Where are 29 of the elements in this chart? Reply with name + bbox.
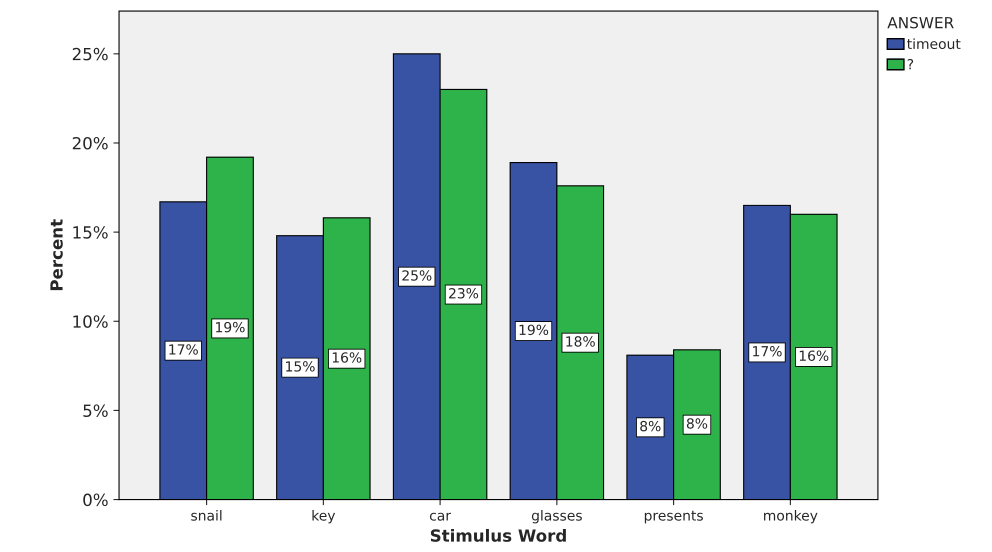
data-label: 8% — [640, 420, 661, 432]
x-tick-label: presents — [644, 510, 703, 524]
y-tick-label: 10% — [73, 315, 108, 328]
data-label: 19% — [216, 322, 245, 332]
y-tick-label: 20% — [72, 136, 108, 150]
legend-label: ? — [908, 58, 914, 70]
data-label: 17% — [753, 346, 782, 356]
data-label: 25% — [402, 270, 432, 281]
x-tick-label: snail — [191, 510, 222, 521]
data-label: 23% — [449, 288, 478, 299]
data-label: 16% — [800, 350, 828, 361]
x-tick-label: monkey — [764, 510, 818, 524]
y-tick-label: 15% — [73, 226, 108, 239]
data-label: 18% — [566, 336, 595, 347]
x-tick-label: glasses — [532, 510, 582, 524]
x-tick-label: key — [312, 510, 336, 524]
legend-title: ANSWER — [887, 16, 954, 28]
y-tick-label: 0% — [83, 494, 108, 506]
data-label: 15% — [286, 361, 315, 372]
data-label: 16% — [332, 352, 362, 363]
y-tick-label: 5% — [83, 404, 108, 417]
y-tick-label: 25% — [72, 48, 108, 60]
legend-label: timeout — [907, 38, 961, 50]
data-label: 8% — [686, 418, 708, 429]
y-axis-title: Percent — [50, 219, 63, 290]
x-axis-title: Stimulus Word — [430, 528, 566, 542]
data-label: 17% — [169, 344, 198, 355]
data-label: 19% — [520, 324, 548, 336]
x-tick-label: car — [430, 512, 452, 521]
